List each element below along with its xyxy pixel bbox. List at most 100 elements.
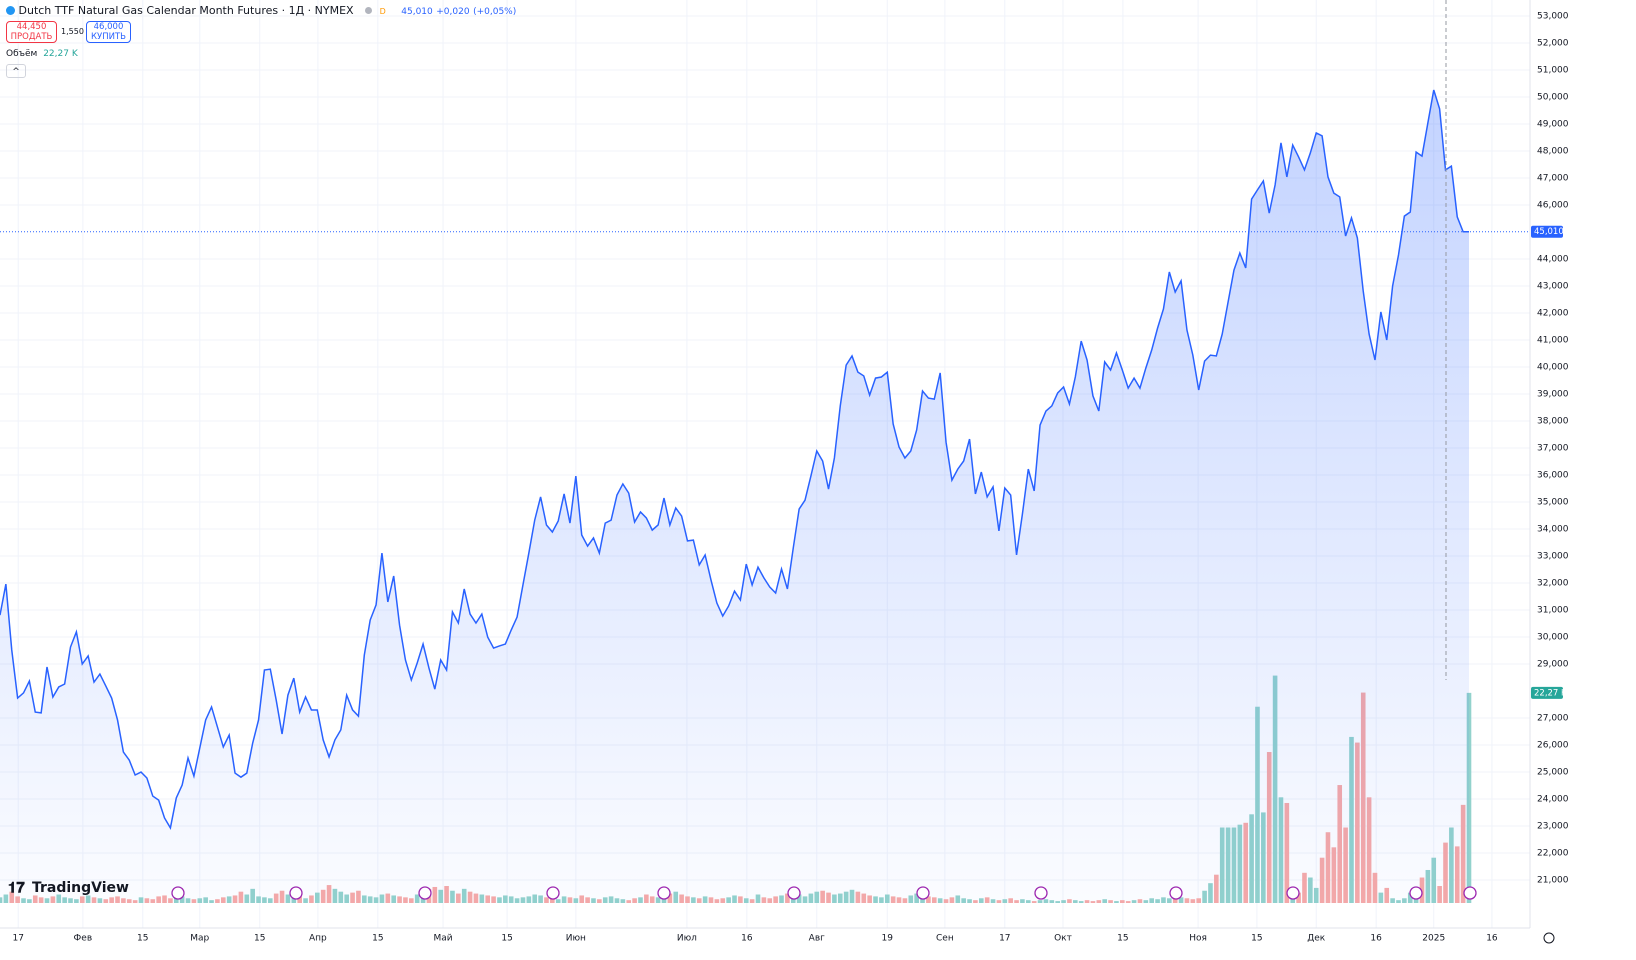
y-tick-label: 22,000 <box>1537 849 1569 859</box>
y-tick-label: 31,000 <box>1537 606 1569 616</box>
sell-button[interactable]: 44,450 ПРОДАТЬ <box>6 21 57 43</box>
y-tick-label: 38,000 <box>1537 417 1569 427</box>
x-tick-label: Авг <box>809 934 825 944</box>
x-tick-label: 15 <box>372 934 383 944</box>
sell-label: ПРОДАТЬ <box>10 32 53 42</box>
y-tick-label: 49,000 <box>1537 120 1569 130</box>
x-tick-label: 2025 <box>1422 934 1445 944</box>
y-tick-label: 32,000 <box>1537 579 1569 589</box>
event-marker[interactable] <box>787 886 801 900</box>
y-tick-label: 47,000 <box>1537 174 1569 184</box>
x-tick-label: 16 <box>1486 934 1498 944</box>
volume-value: 22,27 K <box>43 49 78 59</box>
buy-price: 46,000 <box>93 22 124 32</box>
x-tick-label: 15 <box>1251 934 1262 944</box>
collapse-button[interactable]: ^ <box>6 64 26 78</box>
x-tick-label: Июл <box>677 934 697 944</box>
symbol-header: Dutch TTF Natural Gas Calendar Month Fut… <box>6 4 516 17</box>
event-marker[interactable] <box>418 886 432 900</box>
x-tick-label: Дек <box>1307 934 1326 944</box>
buy-button[interactable]: 46,000 КУПИТЬ <box>86 21 131 43</box>
y-tick-label: 24,000 <box>1537 795 1569 805</box>
y-tick-label: 39,000 <box>1537 390 1569 400</box>
y-tick-label: 37,000 <box>1537 444 1569 454</box>
price-line <box>0 89 1469 831</box>
event-marker[interactable] <box>1286 886 1300 900</box>
y-tick-label: 42,000 <box>1537 309 1569 319</box>
data-flag: D <box>379 7 386 16</box>
y-tick-label: 23,000 <box>1537 822 1569 832</box>
last-price-badge <box>1531 225 1563 238</box>
price-area <box>0 89 1470 904</box>
event-marker[interactable] <box>1409 886 1423 900</box>
x-tick-label: Ноя <box>1189 934 1207 944</box>
logo-text: TradingView <box>32 880 129 896</box>
y-tick-label: 44,000 <box>1537 255 1569 265</box>
x-tick-label: 19 <box>882 934 894 944</box>
event-marker[interactable] <box>657 886 671 900</box>
event-marker[interactable] <box>916 886 930 900</box>
price-change-pct: (+0,05%) <box>473 7 517 17</box>
volume-legend: Объём 22,27 K <box>6 49 78 59</box>
x-tick-label: 15 <box>501 934 512 944</box>
x-tick-label: 15 <box>1117 934 1128 944</box>
buy-label: КУПИТЬ <box>91 32 126 42</box>
y-tick-label: 43,000 <box>1537 282 1569 292</box>
event-marker[interactable] <box>171 886 185 900</box>
status-dot <box>365 7 373 14</box>
x-tick-label: Май <box>433 934 452 944</box>
x-tick-label: Фев <box>74 934 93 944</box>
y-tick-label: 34,000 <box>1537 525 1569 535</box>
x-tick-label: 15 <box>137 934 148 944</box>
x-tick-label: 15 <box>254 934 265 944</box>
y-tick-label: 30,000 <box>1537 633 1569 643</box>
x-tick-label: 16 <box>1370 934 1382 944</box>
y-tick-label: 26,000 <box>1537 741 1569 751</box>
last-price-badge-label: 45,010 <box>1534 227 1564 237</box>
volume-badge-label: 22,27 K <box>1534 688 1567 698</box>
y-tick-label: 41,000 <box>1537 336 1569 346</box>
y-tick-label: 36,000 <box>1537 471 1569 481</box>
event-marker[interactable] <box>1169 886 1183 900</box>
y-tick-label: 35,000 <box>1537 498 1569 508</box>
price-change: +0,020 <box>436 7 470 17</box>
y-tick-label: 21,000 <box>1537 876 1569 886</box>
x-tick-label: 16 <box>741 934 753 944</box>
logo: 𝟏𝟕 TradingView <box>8 879 129 897</box>
settings-icon[interactable] <box>1543 932 1555 944</box>
symbol-title: Dutch TTF Natural Gas Calendar Month Fut… <box>18 4 354 17</box>
y-tick-label: 33,000 <box>1537 552 1569 562</box>
x-tick-label: Сен <box>936 934 954 944</box>
logo-mark: 𝟏𝟕 <box>8 879 25 897</box>
x-tick-label: Апр <box>309 934 327 944</box>
y-tick-label: 29,000 <box>1537 660 1569 670</box>
y-tick-label: 53,000 <box>1537 12 1569 22</box>
x-tick-label: 17 <box>999 934 1010 944</box>
last-price: 45,010 <box>401 7 433 17</box>
x-tick-label: Мар <box>190 934 209 944</box>
volume-badge <box>1531 686 1563 699</box>
sell-price: 44,450 <box>16 22 47 32</box>
spread: 1,550 <box>61 27 84 36</box>
y-tick-label: 40,000 <box>1537 363 1569 373</box>
event-marker[interactable] <box>546 886 560 900</box>
y-tick-label: 25,000 <box>1537 768 1569 778</box>
event-markers <box>171 886 1477 900</box>
y-tick-label: 51,000 <box>1537 66 1569 76</box>
y-tick-label: 52,000 <box>1537 39 1569 49</box>
volume-name: Объём <box>6 49 38 59</box>
y-tick-label: 27,000 <box>1537 714 1569 724</box>
x-tick-label: 17 <box>12 934 23 944</box>
event-marker[interactable] <box>1463 886 1477 900</box>
x-tick-label: Окт <box>1054 934 1072 944</box>
event-marker[interactable] <box>289 886 303 900</box>
event-marker[interactable] <box>1034 886 1048 900</box>
volume-bar <box>1466 692 1472 903</box>
y-tick-label: 50,000 <box>1537 93 1569 103</box>
y-tick-label: 48,000 <box>1537 147 1569 157</box>
x-tick-label: Июн <box>566 934 586 944</box>
y-tick-label: 46,000 <box>1537 201 1569 211</box>
symbol-icon <box>6 6 15 15</box>
